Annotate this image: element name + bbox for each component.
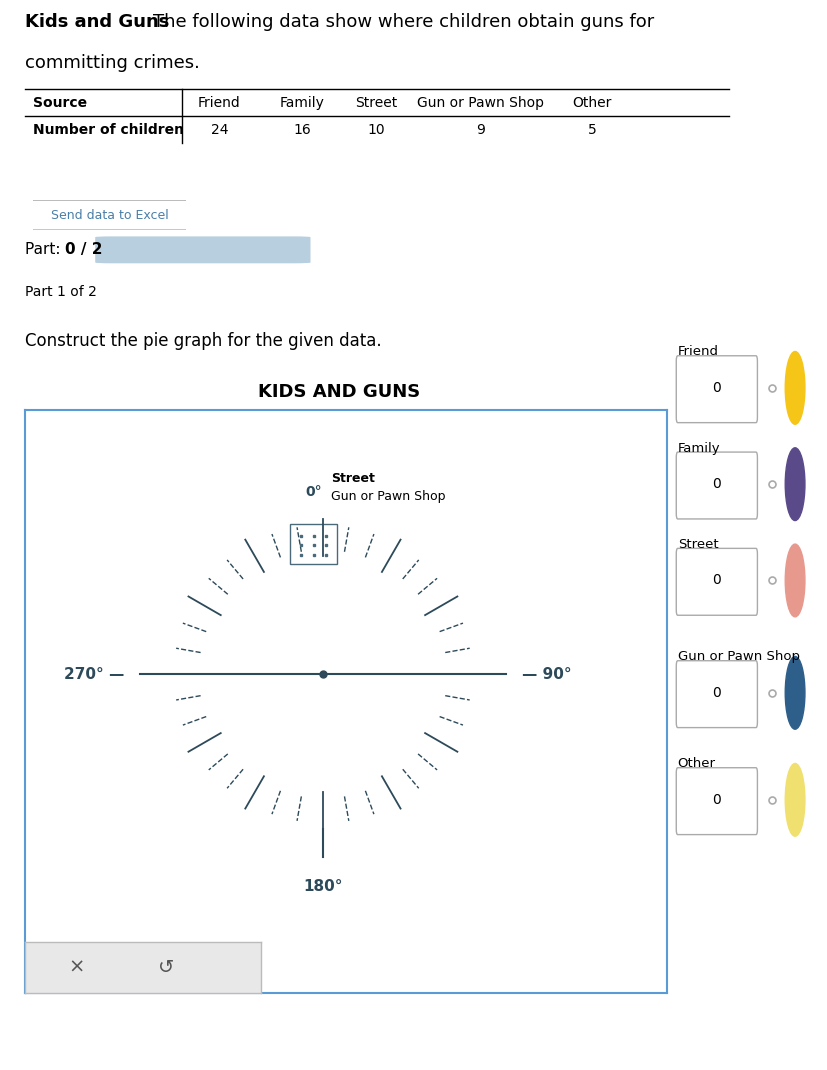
Text: Gun or Pawn Shop: Gun or Pawn Shop (330, 490, 445, 503)
Text: Gun or Pawn Shop: Gun or Pawn Shop (416, 96, 543, 110)
Text: Construct the pie graph for the given data.: Construct the pie graph for the given da… (25, 333, 381, 350)
Text: Send data to Excel: Send data to Excel (50, 209, 169, 221)
Text: Other: Other (676, 758, 715, 770)
Text: Friend: Friend (198, 96, 241, 110)
FancyBboxPatch shape (676, 548, 757, 615)
Text: Street: Street (355, 96, 398, 110)
Text: ×: × (69, 958, 85, 977)
Text: Street: Street (676, 538, 718, 551)
Circle shape (784, 764, 804, 837)
Text: 270° —: 270° — (64, 667, 124, 682)
Text: Part:: Part: (25, 242, 65, 258)
FancyBboxPatch shape (676, 768, 757, 835)
FancyBboxPatch shape (676, 355, 757, 423)
Text: 0: 0 (711, 381, 720, 395)
FancyBboxPatch shape (290, 523, 337, 564)
FancyBboxPatch shape (676, 660, 757, 728)
Text: Source: Source (33, 96, 87, 110)
FancyBboxPatch shape (95, 236, 310, 263)
Text: KIDS AND GUNS: KIDS AND GUNS (258, 383, 420, 400)
Text: 5: 5 (587, 123, 595, 137)
Text: committing crimes.: committing crimes. (25, 54, 199, 72)
Text: The following data show where children obtain guns for: The following data show where children o… (153, 14, 653, 31)
Circle shape (784, 447, 804, 520)
Circle shape (784, 351, 804, 425)
Text: Other: Other (571, 96, 611, 110)
Text: 0: 0 (711, 574, 720, 587)
Text: Number of children: Number of children (33, 123, 184, 137)
FancyBboxPatch shape (676, 452, 757, 519)
Circle shape (784, 544, 804, 616)
Text: Kids and Guns: Kids and Guns (25, 14, 169, 31)
Text: 0: 0 (711, 477, 720, 491)
Text: Street: Street (330, 472, 374, 485)
FancyBboxPatch shape (27, 200, 192, 230)
Text: — 90°: — 90° (521, 667, 571, 682)
Text: Friend: Friend (676, 346, 718, 358)
Text: ↺: ↺ (158, 958, 174, 977)
Text: Family: Family (676, 442, 719, 455)
Text: Part 1 of 2: Part 1 of 2 (25, 285, 97, 299)
Text: 0 / 2: 0 / 2 (65, 242, 102, 258)
Text: 9: 9 (476, 123, 484, 137)
Text: 0: 0 (711, 793, 720, 807)
Text: Gun or Pawn Shop: Gun or Pawn Shop (676, 651, 799, 663)
Text: 180°: 180° (303, 880, 342, 895)
Text: 24: 24 (210, 123, 228, 137)
Text: 10: 10 (367, 123, 385, 137)
Circle shape (784, 656, 804, 730)
Text: 0: 0 (711, 686, 720, 700)
Text: Family: Family (280, 96, 324, 110)
Text: 0°: 0° (305, 485, 322, 499)
Text: 16: 16 (293, 123, 311, 137)
